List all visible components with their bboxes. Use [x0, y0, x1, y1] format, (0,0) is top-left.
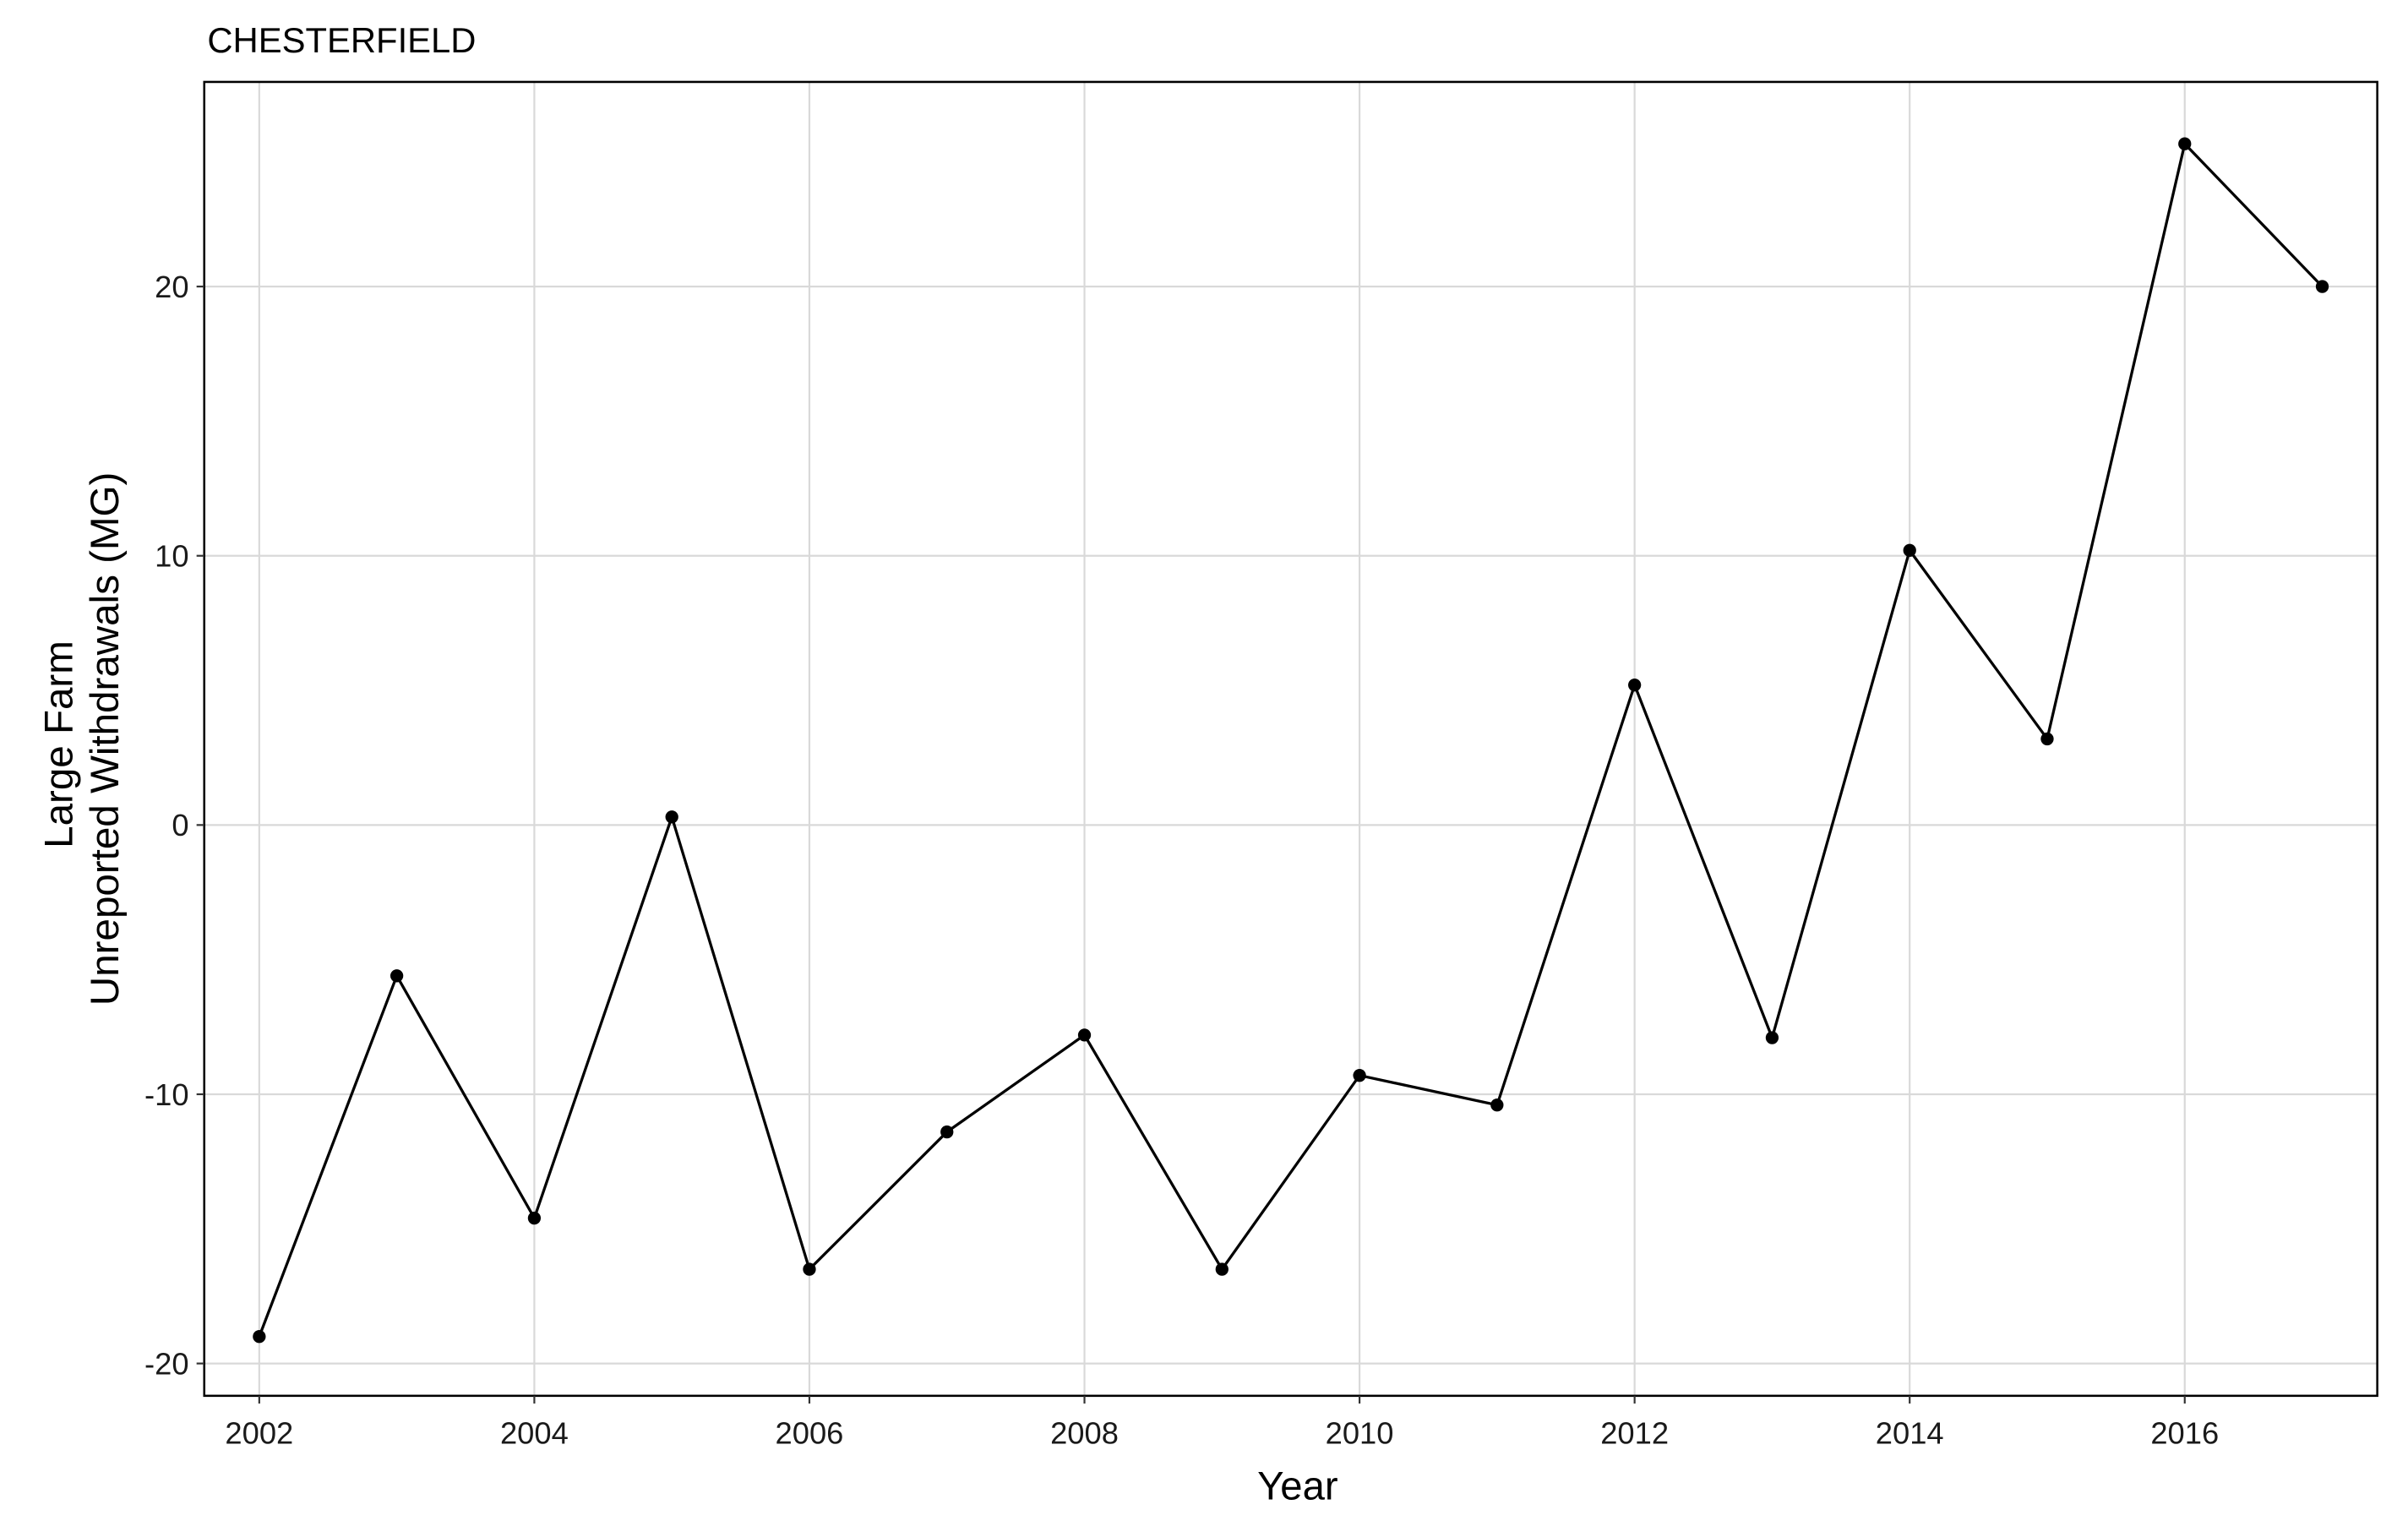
y-axis-title-line-1: Large Farm — [37, 641, 82, 848]
data-point — [940, 1125, 954, 1139]
x-axis-ticks: 2002 2004 2006 2008 2010 2012 2014 2016 — [225, 1395, 2219, 1451]
data-point — [1215, 1262, 1229, 1276]
data-point — [1628, 678, 1642, 692]
x-axis-title: Year — [1257, 1464, 1337, 1508]
data-point — [1077, 1028, 1092, 1042]
x-tick-label: 2012 — [1600, 1415, 1669, 1450]
y-tick-label: 0 — [172, 808, 188, 842]
data-point — [1490, 1098, 1504, 1112]
y-axis-title: Large Farm Unreported Withdrawals (MG) — [37, 472, 128, 1006]
x-tick-label: 2006 — [776, 1415, 844, 1450]
chart-title: CHESTERFIELD — [207, 20, 476, 60]
x-tick-label: 2014 — [1876, 1415, 1944, 1450]
data-point — [803, 1262, 816, 1276]
x-tick-label: 2004 — [500, 1415, 569, 1450]
series-line — [258, 140, 2324, 1338]
data-point — [1903, 543, 1916, 558]
data-point — [1765, 1031, 1779, 1044]
grid — [204, 81, 2378, 1396]
y-axis-title-line-2: Unreported Withdrawals (MG) — [83, 472, 128, 1006]
data-point — [253, 1330, 266, 1344]
x-tick-label: 2008 — [1050, 1415, 1119, 1450]
y-tick-label: -20 — [144, 1346, 189, 1381]
plot-panel-border — [203, 80, 2378, 1398]
data-point — [665, 810, 678, 824]
x-tick-label: 2002 — [225, 1415, 293, 1450]
y-tick-label: -10 — [144, 1077, 189, 1112]
data-point — [2040, 732, 2054, 746]
data-point — [2315, 280, 2329, 293]
data-point — [390, 969, 404, 983]
x-tick-label: 2010 — [1326, 1415, 1394, 1450]
data-point — [527, 1211, 542, 1225]
data-point — [1353, 1068, 1366, 1082]
data-points — [253, 137, 2329, 1344]
y-tick-label: 20 — [155, 270, 188, 304]
data-point — [2178, 137, 2192, 150]
y-axis-ticks: -20 -10 0 10 20 — [144, 270, 204, 1381]
y-tick-label: 10 — [155, 538, 188, 573]
x-tick-label: 2016 — [2150, 1415, 2219, 1450]
